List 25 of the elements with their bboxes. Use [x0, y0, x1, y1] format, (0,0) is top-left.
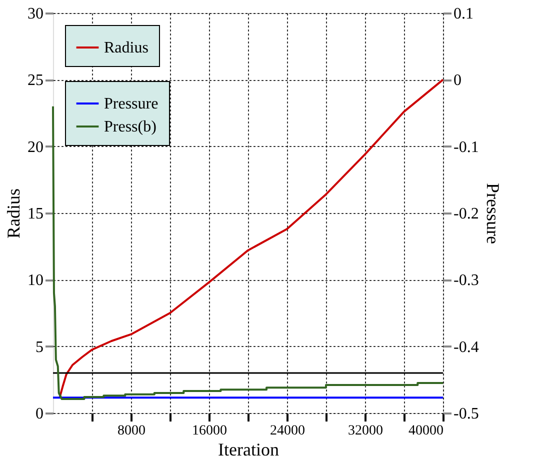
y-tick-label: 30	[28, 6, 44, 22]
y2-tick-label: 0.1	[454, 6, 474, 22]
x-axis-title: Iteration	[218, 440, 279, 460]
x-tick-label: 16000	[192, 424, 227, 438]
y-tick-label: 20	[28, 138, 44, 156]
legend-label: Pressure	[104, 96, 158, 112]
x-tick-label: 8000	[118, 424, 146, 438]
x-tick-label: 40000	[408, 424, 444, 438]
y2-tick-label: -0.2	[454, 206, 479, 222]
y2-tick-label: -0.5	[454, 406, 479, 422]
y2-tick-label: 0	[454, 72, 462, 90]
x-tick-label: 24000	[270, 424, 305, 438]
y2-tick-label: -0.4	[454, 338, 479, 356]
legend-label: Radius	[104, 40, 148, 56]
y-tick-label: 25	[28, 72, 44, 90]
y2-axis-title: Pressure	[482, 183, 503, 244]
y-axis-title: Radius	[4, 188, 24, 239]
legend-label: Press(b)	[104, 118, 156, 136]
y2-tick-label: -0.3	[454, 272, 479, 290]
y-tick-label: 5	[36, 338, 44, 356]
x-tick-label: 32000	[348, 424, 383, 438]
y2-tick-label: -0.1	[454, 138, 479, 156]
y-tick-label: 15	[28, 206, 44, 222]
y-tick-label: 10	[28, 272, 44, 290]
y-tick-label: 0	[36, 406, 44, 422]
